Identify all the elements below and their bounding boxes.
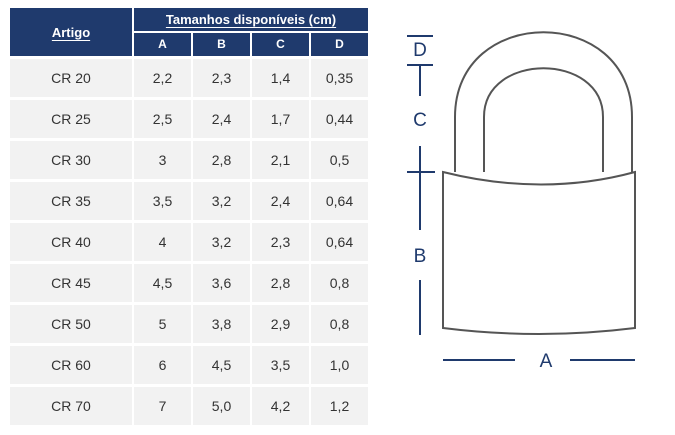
dimension-b-label: B bbox=[414, 246, 427, 267]
size-c-cell: 1,7 bbox=[252, 97, 309, 138]
table-row: CR 60 6 4,5 3,5 1,0 bbox=[10, 343, 368, 384]
sizes-table-container: Artigo Tamanhos disponíveis (cm) A B C D… bbox=[8, 8, 370, 425]
artigo-cell: CR 60 bbox=[10, 343, 132, 384]
size-d-cell: 0,44 bbox=[311, 97, 368, 138]
size-c-cell: 2,8 bbox=[252, 261, 309, 302]
size-a-cell: 4,5 bbox=[134, 261, 191, 302]
size-d-cell: 0,8 bbox=[311, 261, 368, 302]
table-row: CR 45 4,5 3,6 2,8 0,8 bbox=[10, 261, 368, 302]
artigo-cell: CR 35 bbox=[10, 179, 132, 220]
artigo-header: Artigo bbox=[10, 8, 132, 56]
padlock-diagram: D C B A bbox=[395, 22, 665, 402]
table-row: CR 35 3,5 3,2 2,4 0,64 bbox=[10, 179, 368, 220]
table-row: CR 30 3 2,8 2,1 0,5 bbox=[10, 138, 368, 179]
size-a-cell: 7 bbox=[134, 384, 191, 425]
size-b-cell: 3,2 bbox=[193, 220, 250, 261]
sizes-table: Artigo Tamanhos disponíveis (cm) A B C D… bbox=[8, 8, 370, 425]
column-header-a: A bbox=[134, 30, 191, 56]
size-c-cell: 3,5 bbox=[252, 343, 309, 384]
size-a-cell: 3,5 bbox=[134, 179, 191, 220]
sizes-group-header: Tamanhos disponíveis (cm) bbox=[134, 8, 368, 31]
table-row: CR 50 5 3,8 2,9 0,8 bbox=[10, 302, 368, 343]
column-header-d: D bbox=[311, 30, 368, 56]
size-c-cell: 2,1 bbox=[252, 138, 309, 179]
size-a-cell: 2,2 bbox=[134, 56, 191, 97]
size-c-cell: 2,4 bbox=[252, 179, 309, 220]
size-d-cell: 0,8 bbox=[311, 302, 368, 343]
size-b-cell: 2,4 bbox=[193, 97, 250, 138]
shackle-outer-outline bbox=[454, 31, 633, 172]
artigo-cell: CR 45 bbox=[10, 261, 132, 302]
padlock-body-outline bbox=[442, 170, 636, 335]
shackle-inner-outline bbox=[483, 67, 604, 172]
size-d-cell: 0,35 bbox=[311, 56, 368, 97]
size-d-cell: 0,5 bbox=[311, 138, 368, 179]
table-row: CR 40 4 3,2 2,3 0,64 bbox=[10, 220, 368, 261]
size-b-cell: 5,0 bbox=[193, 384, 250, 425]
artigo-cell: CR 25 bbox=[10, 97, 132, 138]
size-a-cell: 5 bbox=[134, 302, 191, 343]
size-b-cell: 3,2 bbox=[193, 179, 250, 220]
artigo-cell: CR 50 bbox=[10, 302, 132, 343]
column-header-b: B bbox=[193, 30, 250, 56]
artigo-cell: CR 40 bbox=[10, 220, 132, 261]
size-d-cell: 0,64 bbox=[311, 220, 368, 261]
table-row: CR 70 7 5,0 4,2 1,2 bbox=[10, 384, 368, 425]
padlock-dimension-drawing: D C B A bbox=[407, 31, 636, 372]
table-row: CR 20 2,2 2,3 1,4 0,35 bbox=[10, 56, 368, 97]
size-d-cell: 1,2 bbox=[311, 384, 368, 425]
size-a-cell: 3 bbox=[134, 138, 191, 179]
size-c-cell: 2,3 bbox=[252, 220, 309, 261]
size-a-cell: 6 bbox=[134, 343, 191, 384]
size-b-cell: 4,5 bbox=[193, 343, 250, 384]
table-row: CR 25 2,5 2,4 1,7 0,44 bbox=[10, 97, 368, 138]
size-d-cell: 1,0 bbox=[311, 343, 368, 384]
dimension-a-label: A bbox=[540, 351, 553, 372]
size-b-cell: 2,8 bbox=[193, 138, 250, 179]
dimension-d-label: D bbox=[413, 40, 427, 61]
size-a-cell: 4 bbox=[134, 220, 191, 261]
artigo-cell: CR 20 bbox=[10, 56, 132, 97]
column-header-c: C bbox=[252, 30, 309, 56]
size-b-cell: 2,3 bbox=[193, 56, 250, 97]
size-c-cell: 4,2 bbox=[252, 384, 309, 425]
size-c-cell: 1,4 bbox=[252, 56, 309, 97]
sizes-table-body: CR 20 2,2 2,3 1,4 0,35 CR 25 2,5 2,4 1,7 0,44 CR 3… bbox=[10, 56, 368, 425]
artigo-cell: CR 30 bbox=[10, 138, 132, 179]
size-a-cell: 2,5 bbox=[134, 97, 191, 138]
size-d-cell: 0,64 bbox=[311, 179, 368, 220]
size-c-cell: 2,9 bbox=[252, 302, 309, 343]
dimension-c-label: C bbox=[413, 110, 427, 131]
size-b-cell: 3,8 bbox=[193, 302, 250, 343]
artigo-cell: CR 70 bbox=[10, 384, 132, 425]
size-b-cell: 3,6 bbox=[193, 261, 250, 302]
